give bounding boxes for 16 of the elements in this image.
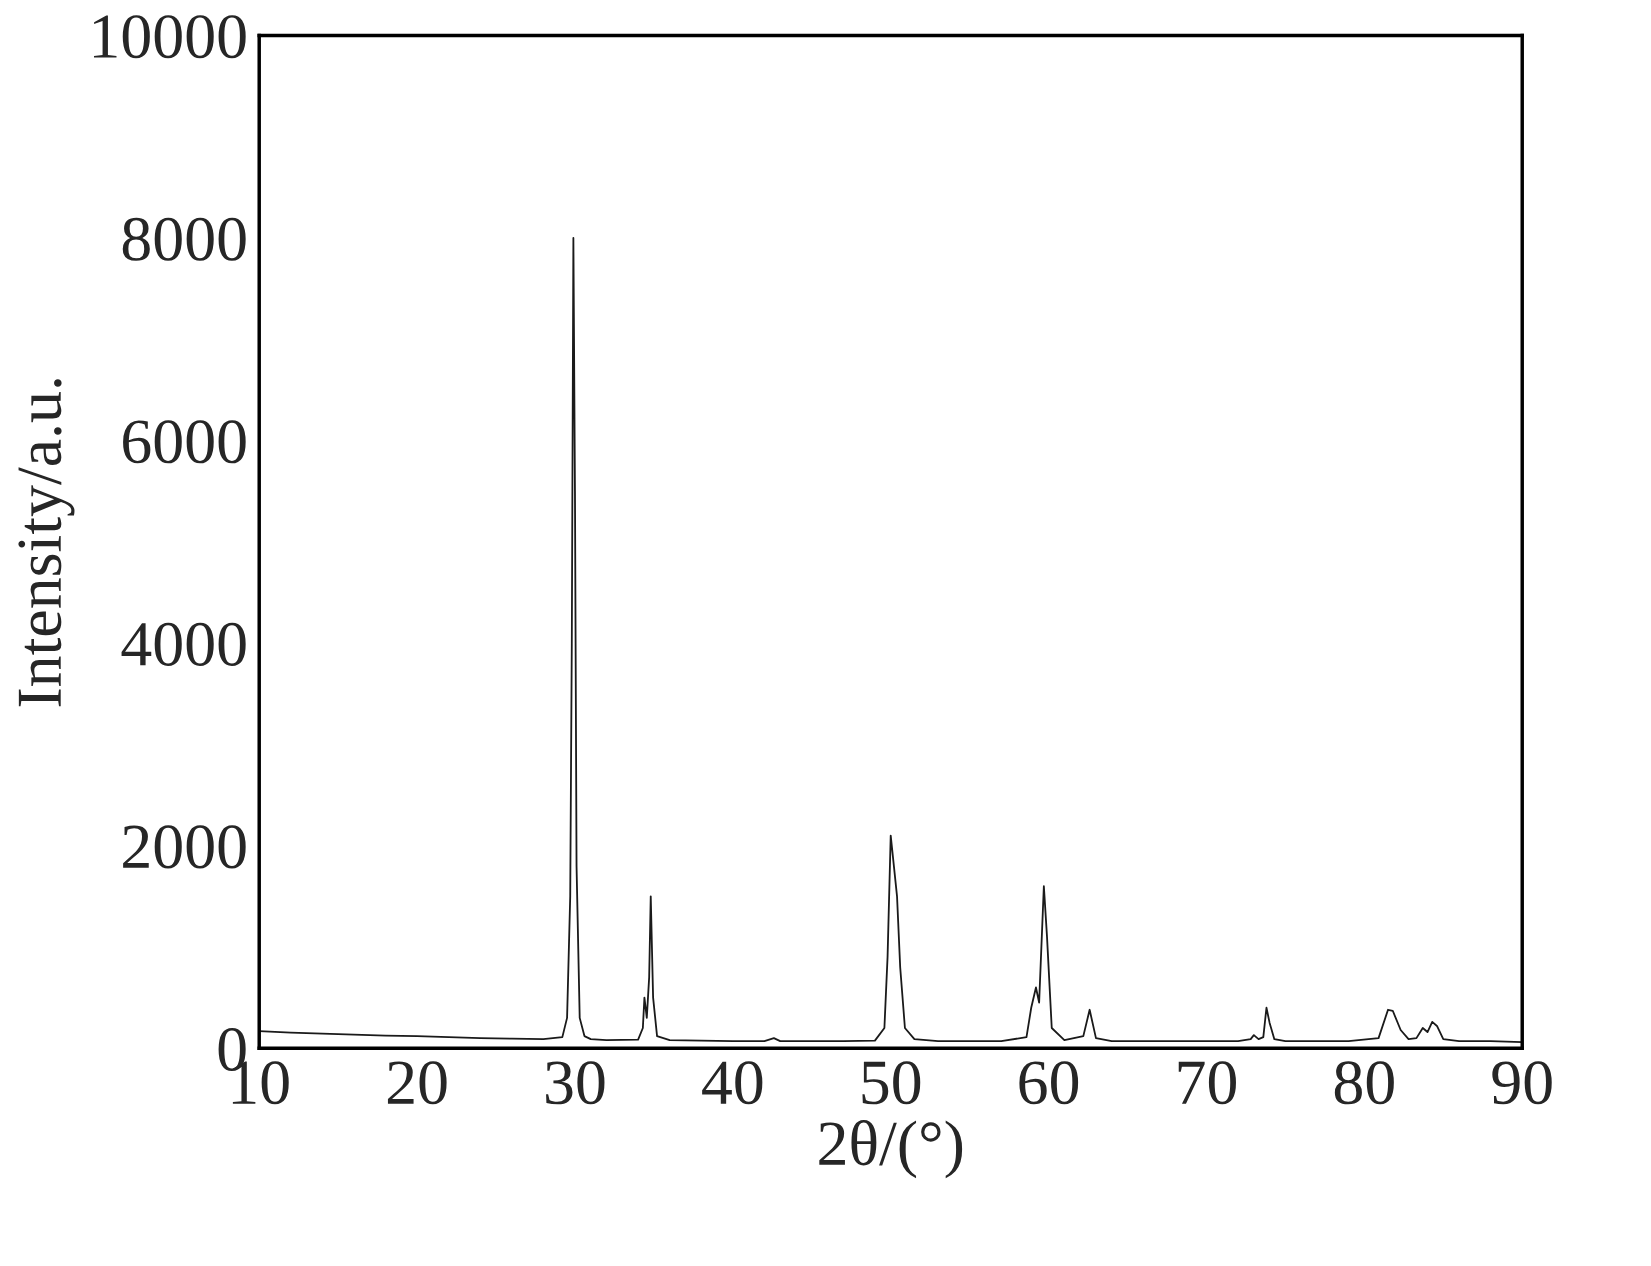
x-tick-label: 30 xyxy=(546,1061,605,1105)
y-tick-label: 8000 xyxy=(122,217,246,261)
y-tick-label: 4000 xyxy=(121,622,246,666)
x-axis-title: 2θ/(°) xyxy=(819,1120,963,1179)
x-tick-label: 20 xyxy=(387,1061,447,1105)
y-axis-title: Intensity/a.u. xyxy=(18,379,75,707)
line-series xyxy=(259,237,1523,1044)
x-tick-label: 80 xyxy=(1334,1061,1394,1105)
x-tick-label: 50 xyxy=(862,1061,921,1105)
y-tick-label: 2000 xyxy=(123,825,246,869)
x-tick-label: 70 xyxy=(1178,1061,1236,1105)
y-tick-label: 6000 xyxy=(123,420,246,464)
x-tick-label: 40 xyxy=(702,1061,763,1105)
y-tick-label: 10000 xyxy=(93,15,246,59)
x-tick-label: 60 xyxy=(1019,1061,1079,1105)
x-tick-label: 90 xyxy=(1492,1061,1552,1105)
